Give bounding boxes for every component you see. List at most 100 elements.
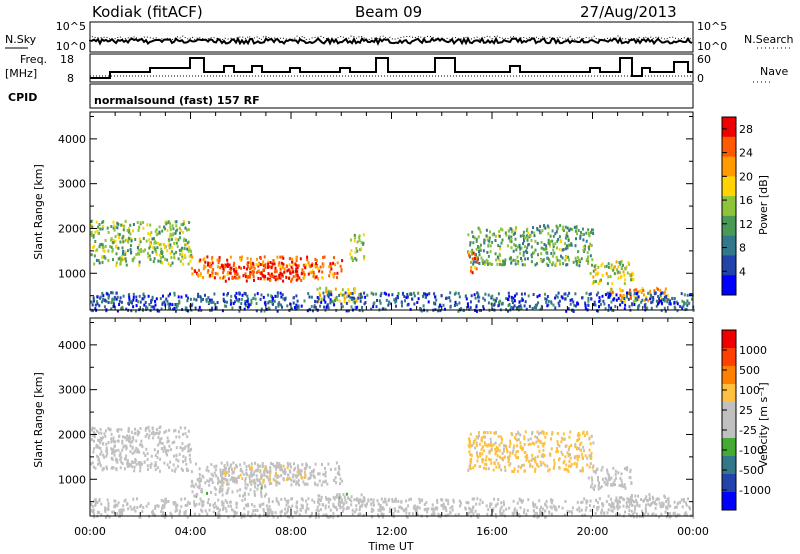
velocity-echo-cell — [350, 503, 353, 507]
power-echo-cell — [474, 296, 477, 300]
power-echo-cell — [588, 247, 591, 251]
power-echo-cell — [132, 223, 135, 226]
velocity-echo-cell — [519, 506, 522, 510]
power-echo-cell — [530, 260, 533, 264]
power-echo-cell — [692, 308, 695, 312]
power-echo-cell — [129, 223, 132, 227]
velocity-echo-cell — [127, 436, 130, 440]
velocity-echo-cell — [190, 447, 193, 451]
power-echo-cell — [630, 278, 633, 282]
power-echo-cell — [161, 302, 164, 306]
velocity-echo-cell — [115, 457, 117, 461]
velocity-echo-cell — [334, 467, 337, 471]
power-echo-cell — [184, 243, 187, 247]
power-echo-cell — [182, 262, 185, 266]
velocity-echo-cell — [173, 429, 176, 433]
velocity-echo-cell — [606, 483, 609, 487]
velocity-echo-cell — [622, 485, 625, 489]
power-y-tick-label: 2000 — [58, 222, 86, 235]
power-echo-cell — [626, 291, 628, 295]
power-echo-cell — [207, 296, 210, 300]
power-echo-cell — [680, 292, 683, 296]
velocity-echo-cell — [275, 499, 278, 503]
velocity-echo-cell — [372, 508, 375, 512]
power-echo-cell — [110, 291, 113, 295]
power-echo-cell — [311, 263, 313, 267]
velocity-echo-cell — [130, 430, 133, 434]
velocity-echo-cell — [290, 483, 293, 487]
power-echo-cell — [282, 297, 285, 301]
power-echo-cell — [281, 305, 283, 309]
power-echo-cell — [180, 229, 183, 233]
velocity-echo-cell — [394, 509, 397, 513]
power-echo-cell — [536, 228, 539, 232]
power-echo-cell — [403, 295, 406, 298]
power-echo-cell — [510, 261, 513, 265]
power-echo-cell — [587, 297, 590, 300]
power-echo-cell — [495, 258, 498, 262]
power-echo-cell — [97, 225, 100, 229]
power-echo-cell — [92, 246, 94, 249]
velocity-echo-cell — [99, 452, 102, 456]
power-echo-cell — [426, 309, 429, 313]
velocity-echo-cell — [167, 449, 170, 452]
power-echo-cell — [507, 309, 509, 313]
velocity-echo-cell — [576, 433, 579, 437]
power-echo-cell — [90, 220, 93, 224]
velocity-echo-cell — [677, 501, 680, 505]
power-echo-cell — [230, 294, 233, 298]
velocity-echo-cell — [327, 505, 330, 509]
velocity-echo-cell — [397, 509, 400, 513]
power-echo-cell — [574, 292, 577, 296]
velocity-echo-cell — [121, 462, 124, 466]
velocity-echo-cell — [178, 452, 181, 456]
power-echo-cell — [282, 262, 285, 266]
power-echo-cell — [227, 270, 230, 274]
power-colorbar-tick-label: 24 — [739, 147, 753, 160]
power-echo-cell — [253, 266, 256, 270]
power-colorbar-label: Power [dB] — [757, 175, 770, 235]
power-echo-cell — [470, 250, 473, 254]
power-echo-cell — [155, 297, 158, 301]
velocity-echo-cell — [211, 481, 214, 484]
power-echo-cell — [592, 275, 595, 279]
power-echo-cell — [505, 297, 508, 300]
velocity-echo-cell — [91, 428, 93, 432]
power-echo-cell — [143, 295, 146, 299]
velocity-echo-cell — [318, 494, 321, 498]
power-echo-cell — [534, 263, 537, 267]
power-echo-cell — [122, 249, 125, 253]
velocity-echo-cell — [475, 441, 478, 445]
power-echo-cell — [207, 269, 210, 273]
velocity-echo-cell — [580, 452, 583, 456]
velocity-echo-cell — [570, 444, 573, 447]
velocity-echo-cell — [585, 501, 588, 505]
velocity-echo-cell — [186, 444, 189, 448]
velocity-echo-cell — [619, 500, 621, 504]
power-echo-cell — [295, 267, 298, 271]
velocity-echo-cell — [245, 472, 248, 475]
velocity-echo-cell — [487, 508, 490, 512]
freq-tick-bottom: 8 — [67, 72, 74, 85]
power-echo-cell — [582, 248, 585, 252]
power-echo-cell — [330, 290, 333, 294]
velocity-echo-cell — [167, 499, 170, 503]
velocity-echo-cell — [256, 479, 259, 483]
velocity-echo-cell — [575, 465, 578, 469]
power-echo-cell — [564, 225, 567, 229]
velocity-echo-cell — [263, 473, 266, 477]
velocity-echo-cell — [633, 511, 636, 515]
power-echo-cell — [574, 229, 577, 233]
power-echo-cell — [458, 301, 461, 305]
velocity-echo-cell — [198, 467, 201, 471]
power-echo-cell — [624, 267, 627, 271]
power-echo-cell — [163, 300, 166, 304]
velocity-echo-cell — [467, 501, 470, 505]
power-colorbar-tick-label: 16 — [739, 194, 753, 207]
power-echo-cell — [115, 244, 118, 248]
velocity-echo-cell — [130, 460, 133, 464]
power-echo-cell — [666, 293, 669, 297]
velocity-echo-cell — [238, 494, 241, 498]
velocity-echo-cell — [117, 428, 120, 431]
power-echo-cell — [332, 275, 335, 279]
